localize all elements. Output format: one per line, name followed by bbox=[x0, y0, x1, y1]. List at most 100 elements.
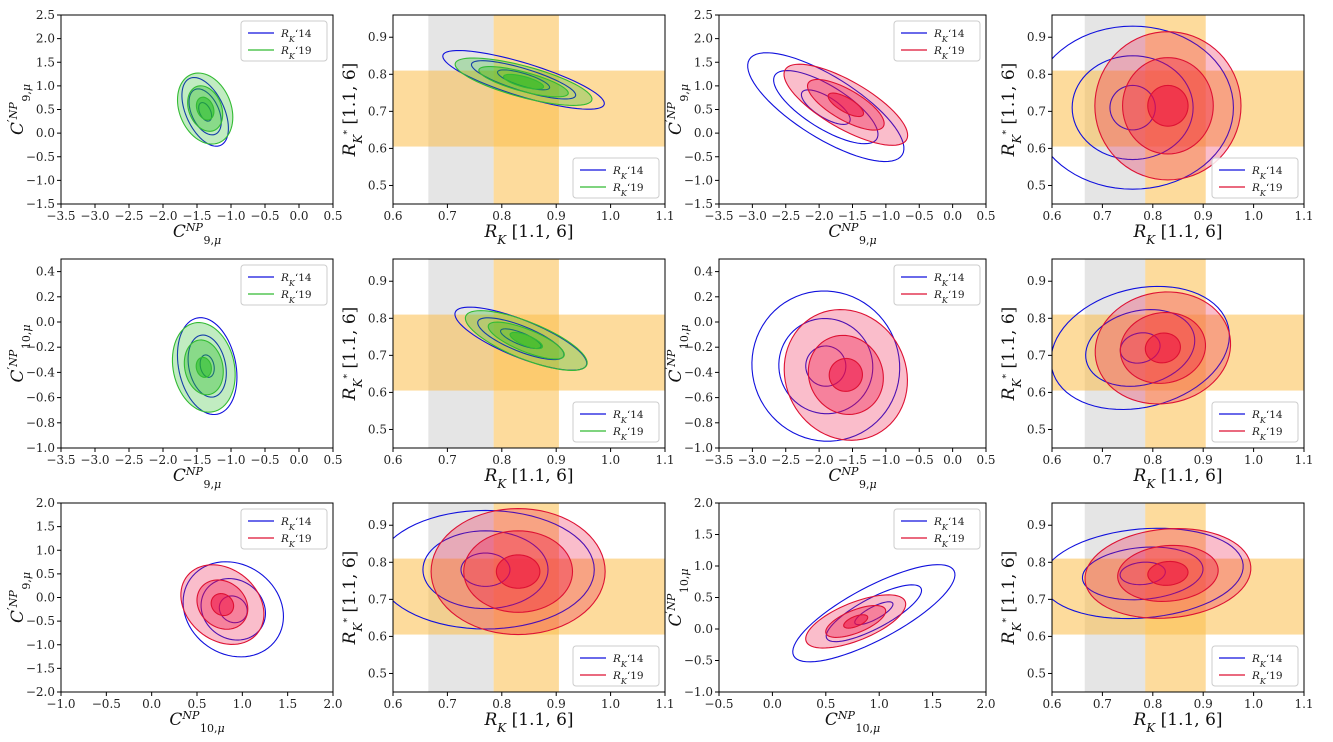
x-tick-label: 0.5 bbox=[323, 453, 342, 467]
y-tick-label: 0.5 bbox=[1027, 178, 1046, 192]
x-axis-label: CNP 9,μ bbox=[173, 221, 221, 247]
panel-row2-col1: −3.5 −3.0 −2.5 −2.0 −1.5 −1.0 −0.5 0.0 0.5 −1.0 −0… bbox=[5, 258, 343, 491]
x-tick-label: −0.5 bbox=[250, 453, 279, 467]
x-tick-label: 0.0 bbox=[763, 697, 782, 711]
y-tick-label: 0.5 bbox=[368, 666, 387, 680]
y-tick-label: 2.0 bbox=[694, 32, 713, 46]
x-tick-label: −2.0 bbox=[148, 453, 177, 467]
y-tick-label: 0.7 bbox=[1027, 592, 1046, 606]
y-axis-label: C′NP 10,μ bbox=[663, 324, 691, 382]
panel-row1-col2: 0.6 0.7 0.8 0.9 1.0 1.10.50.60.70.80.9RK [1.1… bbox=[340, 14, 675, 247]
legend-label: RK‘14 bbox=[933, 516, 965, 532]
x-tick-label: 0.9 bbox=[547, 209, 566, 223]
y-tick-label: 0.9 bbox=[1027, 274, 1046, 288]
x-tick-label: −1.5 bbox=[182, 209, 211, 223]
x-tick-label: 0.9 bbox=[547, 697, 566, 711]
x-tick-label: 0.7 bbox=[1093, 209, 1112, 223]
y-tick-label: −2.0 bbox=[26, 685, 55, 699]
y-axis-label: C′NP 9,μ bbox=[5, 572, 33, 623]
x-tick-label: 0.9 bbox=[547, 453, 566, 467]
legend-label: RK‘19 bbox=[612, 670, 644, 686]
x-tick-label: 0.5 bbox=[976, 209, 995, 223]
panel-row3-col2: 0.6 0.7 0.8 0.9 1.0 1.10.50.60.70.80.9RK [1.1… bbox=[340, 502, 675, 735]
x-tick-label: 0.7 bbox=[438, 697, 457, 711]
legend-label: RK‘14 bbox=[1251, 409, 1283, 425]
x-tick-label: 0.8 bbox=[492, 453, 511, 467]
x-tick-label: −1.5 bbox=[838, 209, 867, 223]
x-axis-label: RK [1.1, 6] bbox=[483, 710, 573, 735]
x-tick-label: 1.1 bbox=[1294, 453, 1313, 467]
y-axis-label: RK* [1.1, 6] bbox=[340, 551, 365, 646]
line-contour-1sigma bbox=[442, 49, 605, 110]
x-tick-label: 0.0 bbox=[943, 209, 962, 223]
x-axis-label: RK [1.1, 6] bbox=[1132, 466, 1222, 491]
line-contour-2sigma bbox=[1071, 55, 1194, 161]
filled-contour-3sigma bbox=[195, 96, 215, 121]
y-tick-label: 0.2 bbox=[694, 290, 713, 304]
x-tick-label: 0.7 bbox=[1093, 453, 1112, 467]
legend-label: RK‘19 bbox=[280, 45, 312, 61]
filled-contour-3sigma bbox=[828, 357, 863, 392]
x-tick-label: −1.5 bbox=[182, 453, 211, 467]
y-tick-label: 0.9 bbox=[368, 518, 387, 532]
y-tick-label: 0.0 bbox=[36, 591, 55, 605]
y-tick-label: 0.4 bbox=[36, 265, 55, 279]
y-tick-label: 0.7 bbox=[368, 104, 387, 118]
x-axis-label: RK [1.1, 6] bbox=[483, 466, 573, 491]
x-tick-label: 0.0 bbox=[142, 697, 161, 711]
y-axis-label: RK* [1.1, 6] bbox=[999, 307, 1024, 402]
y-tick-label: −1.0 bbox=[684, 685, 713, 699]
y-tick-label: 0.5 bbox=[368, 178, 387, 192]
x-tick-label: −3.5 bbox=[704, 209, 733, 223]
y-tick-label: 1.5 bbox=[36, 520, 55, 534]
filled-contour-3sigma bbox=[827, 92, 865, 118]
y-tick-label: 2.0 bbox=[36, 32, 55, 46]
rkstar-band bbox=[393, 314, 665, 391]
y-tick-label: 0.6 bbox=[1027, 385, 1046, 399]
legend-label: RK‘19 bbox=[1251, 182, 1283, 198]
x-tick-label: 0.6 bbox=[1042, 697, 1061, 711]
line-contour-2sigma bbox=[422, 530, 549, 610]
x-tick-label: −2.5 bbox=[771, 453, 800, 467]
y-tick-label: 2.5 bbox=[694, 8, 713, 22]
x-tick-label: 0.8 bbox=[1143, 697, 1162, 711]
y-tick-label: −1.0 bbox=[684, 441, 713, 455]
x-tick-label: −2.5 bbox=[114, 209, 143, 223]
axes-frame bbox=[392, 258, 666, 449]
legend-label: RK‘14 bbox=[612, 165, 644, 181]
y-tick-label: 1.0 bbox=[36, 543, 55, 557]
x-axis-label: CNP 10,μ bbox=[825, 709, 880, 735]
panel-row1-col3: −3.5 −3.0 −2.5 −2.0 −1.5 −1.0 −0.5 0.0 0.5 −1.5 −1… bbox=[663, 8, 996, 247]
legend-label: RK‘19 bbox=[933, 533, 965, 549]
legend-label: RK‘19 bbox=[933, 289, 965, 305]
x-tick-label: −3.5 bbox=[704, 453, 733, 467]
legend-label: RK‘19 bbox=[1251, 670, 1283, 686]
y-tick-label: −0.2 bbox=[26, 340, 55, 354]
x-tick-label: 0.5 bbox=[187, 697, 206, 711]
x-tick-label: −3.0 bbox=[738, 453, 767, 467]
x-tick-label: 0.7 bbox=[438, 209, 457, 223]
legend-label: RK‘14 bbox=[933, 28, 965, 44]
x-tick-label: 0.0 bbox=[289, 209, 308, 223]
legend-label: RK‘14 bbox=[1251, 653, 1283, 669]
y-axis-label: C′NP 10,μ bbox=[663, 568, 691, 626]
legend-label: RK‘19 bbox=[1251, 426, 1283, 442]
x-tick-label: 0.8 bbox=[1143, 209, 1162, 223]
x-tick-label: −1.0 bbox=[216, 453, 245, 467]
line-contour-2sigma bbox=[1085, 309, 1196, 387]
filled-contour-3sigma bbox=[210, 593, 235, 617]
x-axis-label: RK [1.1, 6] bbox=[1132, 222, 1222, 247]
x-tick-label: 1.5 bbox=[278, 697, 297, 711]
y-tick-label: 0.8 bbox=[1027, 555, 1046, 569]
x-tick-label: 1.1 bbox=[1294, 209, 1313, 223]
x-tick-label: −0.5 bbox=[905, 453, 934, 467]
y-tick-label: 0.6 bbox=[1027, 141, 1046, 155]
x-tick-label: 1.1 bbox=[655, 209, 674, 223]
x-tick-label: −2.0 bbox=[805, 209, 834, 223]
x-tick-label: 0.7 bbox=[1093, 697, 1112, 711]
y-tick-label: 0.0 bbox=[36, 315, 55, 329]
